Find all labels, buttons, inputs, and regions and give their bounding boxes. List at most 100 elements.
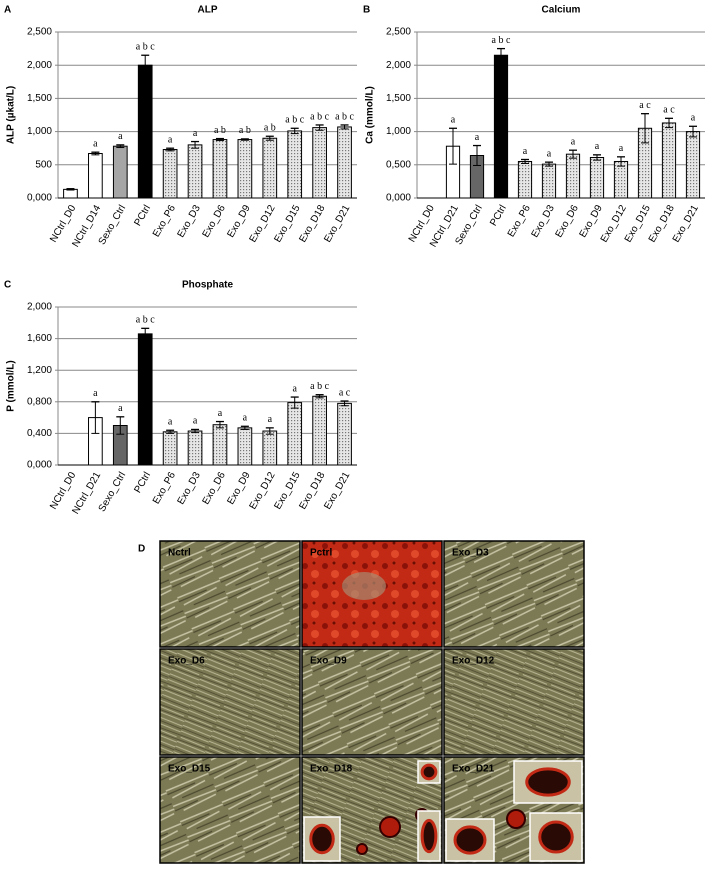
bar	[493, 54, 509, 199]
error-bar	[66, 188, 75, 191]
y-tick-label: 1,000	[386, 126, 411, 137]
error-bar	[569, 149, 577, 159]
x-tick-label: Exo_D9	[225, 203, 253, 240]
bar	[287, 130, 303, 199]
bar	[517, 160, 533, 199]
significance-label: a	[243, 413, 248, 424]
error-bar	[315, 394, 324, 399]
significance-label: a b	[214, 125, 226, 136]
bar	[565, 153, 581, 199]
y-tick-label: 2,000	[27, 302, 52, 313]
y-tick-label: 1,500	[386, 93, 411, 104]
y-axis-label: P (mmol/L)	[6, 360, 17, 411]
error-bar	[290, 127, 299, 135]
panel-letter: C	[4, 280, 11, 291]
significance-label: a	[218, 408, 223, 419]
x-tick-label: Exo_D9	[225, 470, 253, 507]
bar	[613, 160, 629, 199]
micrograph	[301, 648, 443, 756]
inset-nodule	[420, 818, 438, 854]
mineral-nodule	[356, 843, 368, 855]
chart-title: Calcium	[542, 5, 581, 16]
significance-label: a b c	[310, 111, 329, 122]
significance-label: a b c	[285, 115, 304, 126]
significance-label: a b c	[136, 42, 155, 53]
significance-label: a	[93, 388, 98, 399]
error-bar	[240, 425, 249, 430]
error-bar	[265, 135, 274, 141]
bar	[312, 127, 327, 199]
error-bar	[265, 427, 274, 435]
chart-title: ALP	[198, 5, 218, 16]
y-tick-label: 2,000	[386, 60, 411, 71]
x-tick-label: PCtrl	[488, 203, 509, 228]
y-axis-label: Ca (mmol/L)	[365, 86, 376, 144]
y-tick-label: 2,500	[386, 27, 411, 38]
error-bar	[141, 327, 150, 340]
significance-label: a	[691, 113, 696, 124]
error-bar	[166, 429, 175, 434]
micrograph	[159, 540, 301, 648]
error-bar	[191, 140, 200, 149]
y-tick-label: 1,500	[27, 93, 52, 104]
y-axis-label: ALP (µkat/L)	[6, 86, 17, 144]
error-bar	[240, 138, 249, 141]
significance-label: a	[118, 131, 123, 142]
bar	[63, 188, 78, 199]
x-tick-label: Exo_D3	[176, 203, 204, 240]
bar	[262, 137, 278, 199]
error-bar	[449, 127, 457, 165]
bar	[589, 156, 605, 199]
x-tick-label: Exo_P6	[151, 470, 178, 506]
significance-label: a	[193, 128, 198, 139]
chart-title: Phosphate	[182, 280, 234, 291]
micrograph	[159, 648, 301, 756]
bar	[337, 126, 352, 199]
micrograph-label: Exo_D15	[168, 764, 211, 775]
significance-label: a	[168, 417, 173, 428]
mineral-nodule	[506, 809, 526, 829]
error-bar	[665, 117, 673, 129]
y-tick-label: 2,500	[27, 27, 52, 38]
error-bar	[641, 113, 649, 144]
significance-label: a	[193, 416, 198, 427]
error-bar	[166, 147, 175, 152]
bar	[187, 144, 203, 199]
bar	[88, 153, 103, 199]
inset-nodule	[525, 767, 571, 797]
significance-label: a b c	[310, 381, 329, 392]
significance-label: a b	[239, 125, 251, 136]
error-bar	[290, 396, 299, 409]
significance-label: a b c	[136, 315, 155, 326]
error-bar	[91, 401, 100, 434]
error-bar	[593, 154, 601, 161]
error-bar	[91, 151, 100, 156]
significance-label: a	[451, 115, 456, 126]
mineral-region	[342, 572, 386, 600]
y-tick-label: 0,500	[386, 159, 411, 170]
significance-label: a	[118, 403, 123, 414]
bar	[212, 424, 228, 466]
significance-label: a b c	[335, 111, 354, 122]
significance-label: a c	[663, 105, 675, 116]
error-bar	[215, 137, 224, 142]
micrograph-label: Nctrl	[168, 548, 191, 559]
bar	[312, 395, 327, 466]
bar	[661, 122, 677, 199]
micrograph-label: Exo_D18	[310, 764, 353, 775]
significance-label: a	[168, 134, 173, 145]
bar	[212, 139, 228, 199]
panel-letter: B	[363, 5, 370, 16]
error-bar	[116, 416, 125, 435]
micrograph-label: Exo_D6	[168, 656, 205, 667]
bar	[541, 163, 557, 199]
micrograph	[443, 648, 585, 756]
significance-label: a	[268, 414, 273, 425]
y-tick-label: 2,000	[27, 60, 52, 71]
inset-nodule	[538, 820, 574, 854]
inset-nodule	[420, 763, 438, 781]
x-tick-label: PCtrl	[132, 470, 153, 495]
inset-nodule	[309, 823, 335, 855]
significance-label: a	[292, 383, 297, 394]
